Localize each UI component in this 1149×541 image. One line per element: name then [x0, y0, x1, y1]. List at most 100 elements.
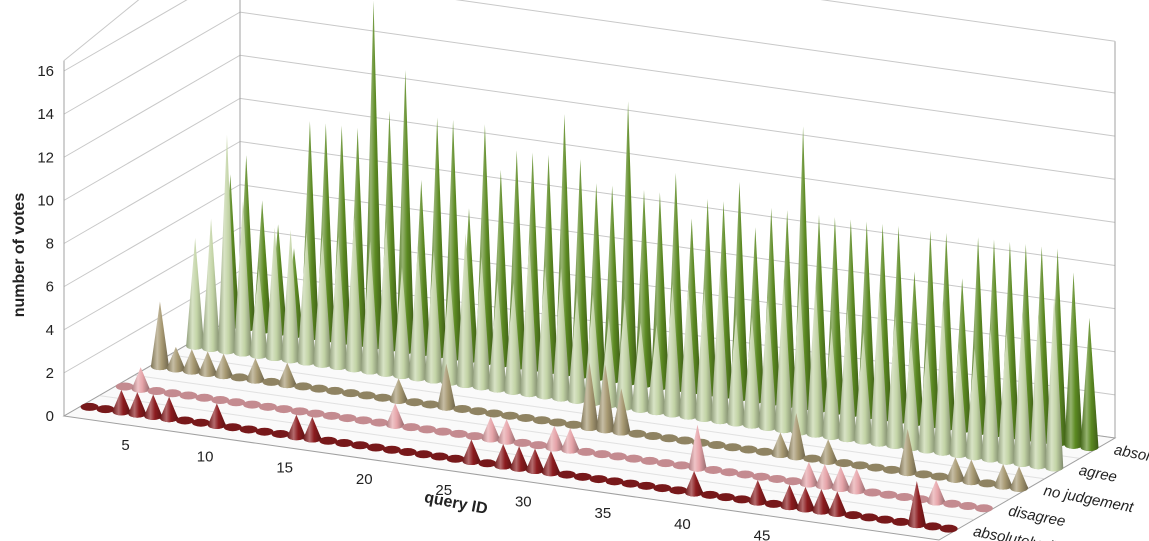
cone-body	[345, 217, 364, 373]
y-axis-title: number of votes	[11, 193, 28, 318]
cone-agree-7	[281, 229, 300, 364]
cone-no-judgement-20	[453, 404, 472, 413]
cone-disagree-2	[131, 367, 150, 393]
cone-no-judgement-16	[389, 378, 408, 404]
cone-agree-50	[965, 348, 984, 461]
cone-body	[902, 339, 921, 452]
cone-base	[179, 391, 198, 400]
cone-disagree-11	[274, 405, 293, 414]
cone-no-judgement-51	[946, 457, 965, 483]
cone-disagree-22	[449, 429, 468, 438]
cone-no-judgement-25	[532, 416, 551, 425]
cone-agree-3	[217, 134, 236, 355]
cone-body	[774, 278, 793, 434]
cone-base	[191, 418, 210, 427]
cone-body	[758, 297, 777, 431]
cone-body	[462, 439, 481, 466]
cone-base	[564, 420, 583, 429]
cone-base	[223, 423, 242, 432]
cone-disagree-49	[879, 490, 898, 499]
cone-no-judgement-1	[150, 301, 169, 371]
cone-body	[1064, 272, 1083, 449]
cone-absolutely-disagree-43	[748, 480, 767, 506]
cone-base	[370, 418, 389, 427]
cone-body	[207, 403, 226, 429]
cone-no-judgement-15	[373, 393, 392, 402]
cone-absolutely-disagree-3	[112, 389, 131, 416]
cone-disagree-54	[958, 502, 977, 511]
cone-no-judgement-19	[437, 363, 456, 411]
cone-base	[653, 484, 672, 493]
cone-absolutely-disagree-22	[414, 450, 433, 459]
cone-absolutely-disagree-29	[526, 448, 545, 475]
cone-base	[593, 450, 612, 459]
cone-body	[150, 301, 169, 371]
cone-base	[978, 479, 997, 488]
cone-base	[80, 402, 99, 411]
cone-agree-9	[313, 234, 332, 368]
cone-base	[485, 409, 504, 418]
cone-body	[472, 256, 491, 391]
cone-base	[669, 486, 688, 495]
cone-disagree-4	[163, 389, 182, 398]
cone-no-judgement-53	[978, 479, 997, 488]
y-tick-label: 8	[46, 236, 54, 253]
cone-body	[494, 443, 513, 470]
cone-base	[398, 448, 417, 457]
cone-body	[688, 424, 707, 472]
cone-no-judgement-12	[325, 386, 344, 395]
cone-absolutely-disagree-41	[716, 493, 735, 502]
cone-absolutely-disagree-18	[351, 441, 370, 450]
y-tick-label: 16	[37, 63, 54, 80]
cone-absolutely-disagree-26	[478, 459, 497, 468]
cone-body	[1010, 466, 1029, 492]
cone-base	[478, 459, 497, 468]
cone-body	[1013, 312, 1032, 467]
cone-body	[796, 486, 815, 513]
cone-no-judgement-47	[882, 465, 901, 474]
cone-body	[456, 233, 475, 389]
cone-agree-43	[854, 332, 873, 445]
cone-body	[854, 332, 873, 445]
cone-disagree-39	[720, 468, 739, 477]
cone-absolutely-disagree-15	[303, 416, 322, 443]
cone-base	[338, 414, 357, 423]
y-tick-label: 0	[46, 408, 54, 425]
cone-base	[405, 398, 424, 407]
cone-disagree-35	[656, 459, 675, 468]
category-label: absolutely agree	[1113, 441, 1149, 479]
cone-disagree-41	[752, 472, 771, 481]
cone-no-judgement-7	[246, 358, 265, 384]
cone-disagree-21	[433, 427, 452, 436]
cone-body	[440, 273, 459, 386]
cone-absolutely-disagree-51	[876, 515, 895, 524]
cone-absolutely-disagree-36	[637, 481, 656, 490]
cone-base	[701, 490, 720, 499]
cone-body	[541, 450, 560, 477]
cone-base	[255, 427, 274, 436]
cone-body	[392, 267, 411, 380]
cone-base	[243, 400, 262, 409]
cone-disagree-5	[179, 391, 198, 400]
cone-body	[727, 314, 746, 427]
cone-disagree-34	[640, 456, 659, 465]
cone-disagree-28	[545, 425, 564, 452]
cone-agree-11	[345, 217, 364, 373]
cone-base	[637, 481, 656, 490]
cone-base	[176, 416, 195, 425]
cone-marks	[80, 0, 1099, 533]
cone-base	[628, 429, 647, 438]
cone-base	[341, 389, 360, 398]
cone-no-judgement-44	[835, 459, 854, 468]
cone-no-judgement-32	[644, 432, 663, 441]
cone-agree-15	[408, 247, 427, 382]
cone-body	[685, 471, 704, 497]
back-wall-grid	[63, 0, 1116, 439]
cone-body	[981, 329, 1000, 463]
cone-agree-41	[822, 328, 841, 440]
cone-agree-14	[392, 267, 411, 380]
cone-disagree-15	[338, 414, 357, 423]
cone-base	[366, 443, 385, 452]
cone-base	[752, 472, 771, 481]
